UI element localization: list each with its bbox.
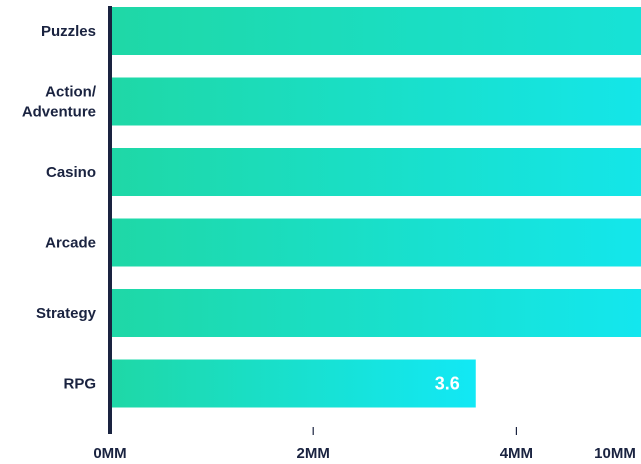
bar (110, 77, 641, 126)
category-label: Puzzles (41, 23, 96, 40)
value-label: 3.6 (435, 374, 460, 394)
bar (110, 7, 641, 55)
value-labels: 8.46.26.25.95.73.6 (435, 374, 460, 394)
category-label-line: Strategy (36, 305, 97, 322)
x-tick-label: 0MM (93, 445, 126, 462)
category-label-line: Adventure (22, 104, 96, 121)
category-label: Arcade (45, 235, 96, 252)
category-label-line: Puzzles (41, 23, 96, 40)
category-label: Action/Adventure (22, 84, 97, 121)
bar (110, 218, 641, 267)
category-labels: Puzzles Action/Adventure Casino Arcade Strat… (22, 23, 97, 393)
category-label: Strategy (36, 305, 97, 322)
category-label-line: Action/ (45, 84, 97, 101)
category-label: RPG (63, 376, 96, 393)
category-label: Casino (46, 164, 96, 181)
bar (110, 359, 476, 408)
bar (110, 148, 641, 196)
category-label-line: Casino (46, 164, 96, 181)
x-tick-label: 4MM (500, 445, 533, 462)
x-axis-ticks: 0MM2MM4MM6MM8MM10MM (93, 427, 636, 462)
x-tick-label: 2MM (297, 445, 330, 462)
x-tick-label: 10MM (594, 445, 636, 462)
bar (110, 289, 641, 337)
category-label-line: Arcade (45, 235, 96, 252)
category-label-line: RPG (63, 376, 96, 393)
bars-layer (110, 7, 641, 408)
